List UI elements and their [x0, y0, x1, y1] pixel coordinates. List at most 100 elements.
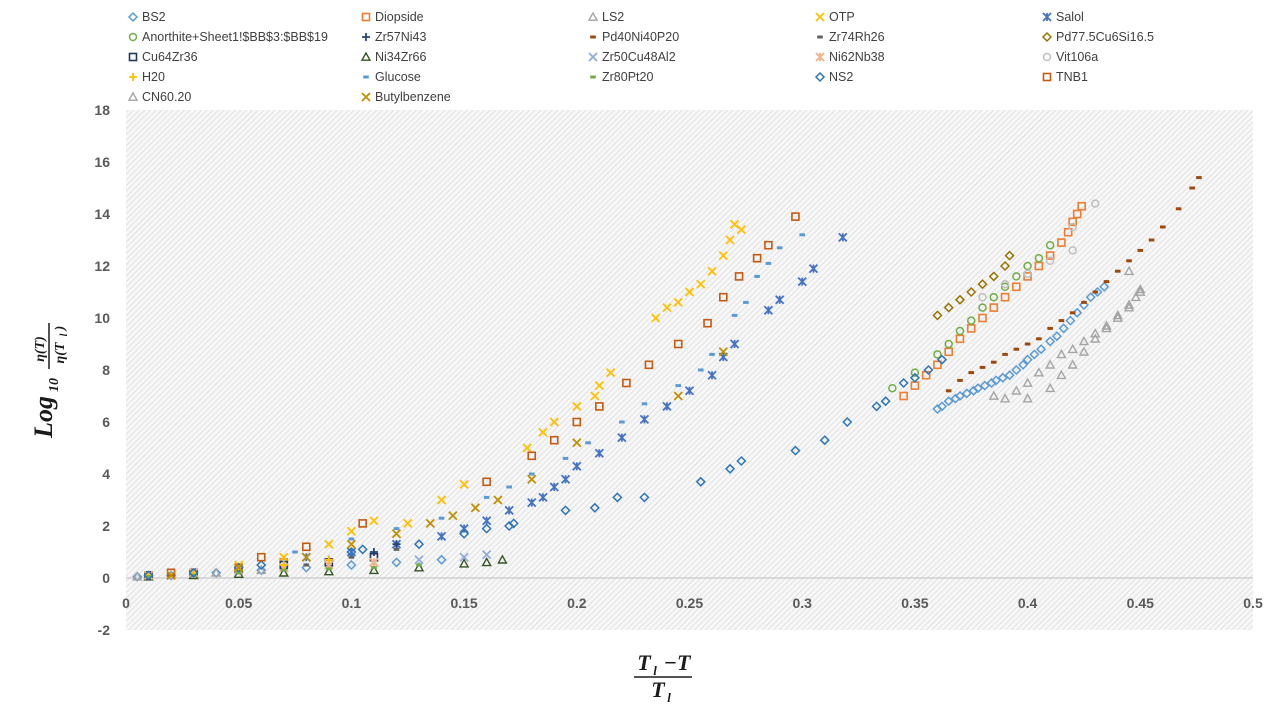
data-point [1012, 282, 1021, 292]
data-point [527, 474, 537, 484]
data-point [776, 246, 783, 250]
legend-item: TNB1 [1042, 70, 1088, 84]
data-point [909, 372, 920, 383]
legend-marker [590, 35, 596, 39]
data-point [538, 492, 548, 503]
legend-label: Ni34Zr66 [375, 50, 426, 64]
data-point [999, 260, 1011, 272]
data-point [763, 305, 774, 315]
data-point [736, 455, 747, 467]
data-point [482, 549, 492, 560]
legend-marker [363, 75, 369, 79]
data-point [145, 575, 152, 579]
legend-item: Pd77.5Cu6Si16.5 [1041, 30, 1154, 44]
y-tick-label: 6 [102, 414, 110, 430]
legend-label: Glucose [375, 70, 421, 84]
data-point [978, 313, 987, 323]
data-point [644, 360, 654, 370]
data-point [459, 523, 469, 534]
data-point [324, 539, 334, 549]
data-point [527, 497, 537, 508]
data-point [1114, 269, 1121, 273]
data-point [132, 571, 143, 582]
legend-marker [129, 73, 137, 81]
data-point [1112, 312, 1123, 322]
data-point [280, 568, 287, 572]
data-point [1196, 176, 1202, 180]
data-point [1058, 319, 1065, 323]
data-point [734, 272, 744, 281]
data-point [1135, 283, 1146, 294]
legend-label: Pd40Ni40P20 [602, 30, 679, 44]
legend-item: LS2 [587, 10, 624, 24]
data-point [348, 555, 355, 559]
y-tick-label: 4 [102, 466, 110, 482]
data-point [326, 567, 332, 571]
data-point [1011, 385, 1022, 395]
plot-area [126, 110, 1253, 630]
data-point [1024, 342, 1031, 346]
data-point [1068, 222, 1077, 232]
xlabel-den-sub: l [667, 690, 671, 705]
ylabel-denominator: η(T [53, 341, 68, 363]
data-point [1044, 359, 1056, 369]
data-point [622, 378, 631, 388]
data-point [871, 401, 882, 412]
data-point [1090, 333, 1101, 343]
legend-marker [815, 52, 825, 62]
legend-label: Salol [1056, 10, 1084, 24]
data-point [978, 292, 987, 302]
data-point [549, 417, 559, 427]
data-point [481, 556, 492, 567]
data-point [752, 253, 762, 263]
data-point [391, 529, 402, 539]
data-point [764, 240, 773, 250]
data-point [346, 546, 357, 558]
series-ls2 [132, 283, 1146, 581]
data-point [1175, 207, 1182, 211]
legend-item: Ni34Zr66 [360, 50, 426, 64]
legend-label: Cu64Zr36 [142, 50, 198, 64]
data-point [323, 566, 335, 576]
legend-item: Glucose [363, 70, 421, 84]
data-point [673, 297, 683, 308]
data-point [279, 552, 289, 562]
legend-label: H20 [142, 70, 165, 84]
data-point [1189, 186, 1195, 190]
data-point [497, 554, 508, 564]
xlabel-den-main: T [651, 677, 666, 702]
data-point [346, 559, 357, 571]
legend-item: Pd40Ni40P20 [590, 30, 679, 44]
series-ns2 [143, 354, 948, 581]
data-point [403, 518, 413, 529]
x-tick-label: 0.2 [567, 595, 587, 611]
data-point [1023, 261, 1032, 271]
data-point [132, 571, 143, 581]
data-point [1068, 217, 1077, 227]
series-otp [143, 219, 746, 581]
data-point [458, 558, 470, 568]
data-point [729, 339, 740, 349]
data-point [436, 531, 447, 542]
data-point [188, 567, 199, 578]
data-point [954, 390, 966, 402]
legend-marker [1042, 72, 1052, 82]
data-point [923, 364, 934, 376]
legend-marker [1041, 31, 1053, 43]
data-point [1123, 302, 1135, 312]
data-points [132, 176, 1202, 582]
series-pd40ni40p20 [945, 176, 1202, 393]
ylabel-prefix: Log [29, 396, 58, 439]
data-point [425, 518, 435, 529]
data-point [651, 313, 661, 323]
ylabel-denominator-end: ) [53, 326, 68, 333]
data-point [572, 401, 582, 412]
data-point [933, 360, 942, 370]
data-point [1045, 256, 1055, 266]
data-point [725, 463, 736, 474]
data-point [945, 389, 952, 393]
legend-marker [817, 35, 823, 39]
data-point [324, 555, 333, 564]
x-axis-label: T l −T T l [634, 650, 692, 705]
